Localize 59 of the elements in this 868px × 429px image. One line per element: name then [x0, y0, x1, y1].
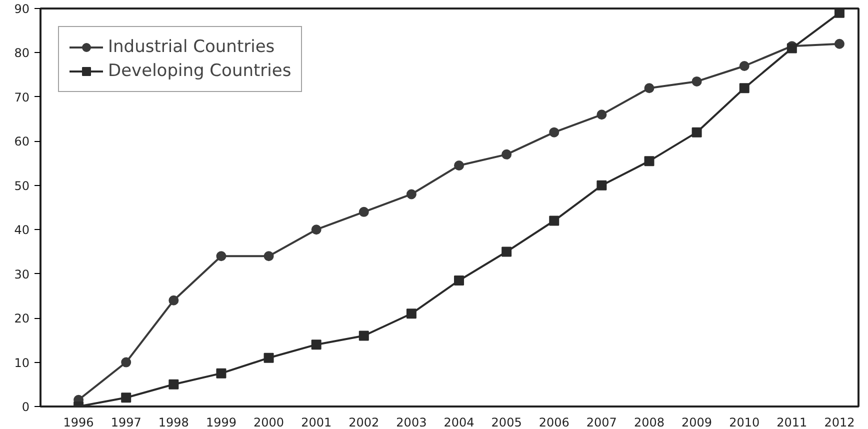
point: [739, 83, 750, 94]
x-tick-label: 2010: [729, 416, 760, 429]
y-tick-label: 60: [14, 134, 30, 149]
point: [406, 189, 416, 200]
point: [502, 246, 512, 257]
point: [406, 308, 416, 319]
x-tick-label: 2001: [301, 416, 332, 429]
point: [692, 76, 702, 86]
point: [264, 251, 274, 262]
legend-label: Developing Countries: [108, 61, 292, 81]
x-tick-label: 1997: [110, 416, 142, 429]
point: [216, 251, 226, 262]
point: [549, 127, 560, 138]
point: [168, 295, 179, 306]
y-tick-label: 50: [14, 178, 30, 193]
x-tick-label: 2000: [254, 416, 284, 429]
y-tick-label: 90: [14, 2, 30, 16]
x-tick-label: 2002: [348, 416, 380, 429]
point: [549, 216, 560, 226]
point: [739, 61, 750, 71]
point: [311, 224, 322, 235]
point: [454, 160, 464, 170]
point: [216, 368, 226, 378]
point: [121, 357, 132, 368]
x-tick-label: 1999: [206, 416, 236, 429]
x-tick-label: 2012: [824, 416, 855, 429]
y-tick-label: 30: [14, 267, 30, 282]
point: [502, 149, 512, 160]
y-tick-label: 0: [22, 400, 30, 414]
x-tick-label: 2008: [634, 416, 665, 429]
y-tick-label: 70: [14, 90, 30, 104]
point: [596, 180, 607, 190]
x-tick-label: 2006: [538, 416, 570, 429]
point: [454, 275, 464, 286]
y-tick-label: 40: [14, 223, 30, 238]
y-tick-label: 10: [14, 356, 30, 370]
point: [358, 330, 369, 341]
point: [358, 206, 369, 217]
point: [644, 156, 654, 166]
x-tick-label: 2004: [444, 416, 474, 429]
point: [692, 127, 702, 138]
x-tick-label: 2005: [491, 416, 522, 429]
point: [834, 8, 844, 18]
point: [644, 83, 654, 94]
point: [596, 110, 607, 120]
x-tick-label: 2011: [776, 416, 808, 429]
y-tick-label: 80: [14, 46, 30, 60]
point: [834, 38, 844, 49]
x-tick-label: 2009: [682, 416, 712, 429]
x-tick-label: 2007: [586, 416, 617, 429]
point: [264, 352, 274, 363]
legend-label: Industrial Countries: [108, 37, 275, 57]
y-tick-label: 20: [14, 312, 30, 326]
x-tick-label: 2003: [396, 416, 427, 429]
x-tick-label: 1998: [158, 416, 189, 429]
x-tick-label: 1996: [63, 416, 94, 429]
point: [121, 392, 132, 403]
point: [311, 340, 322, 350]
point: [168, 379, 179, 390]
